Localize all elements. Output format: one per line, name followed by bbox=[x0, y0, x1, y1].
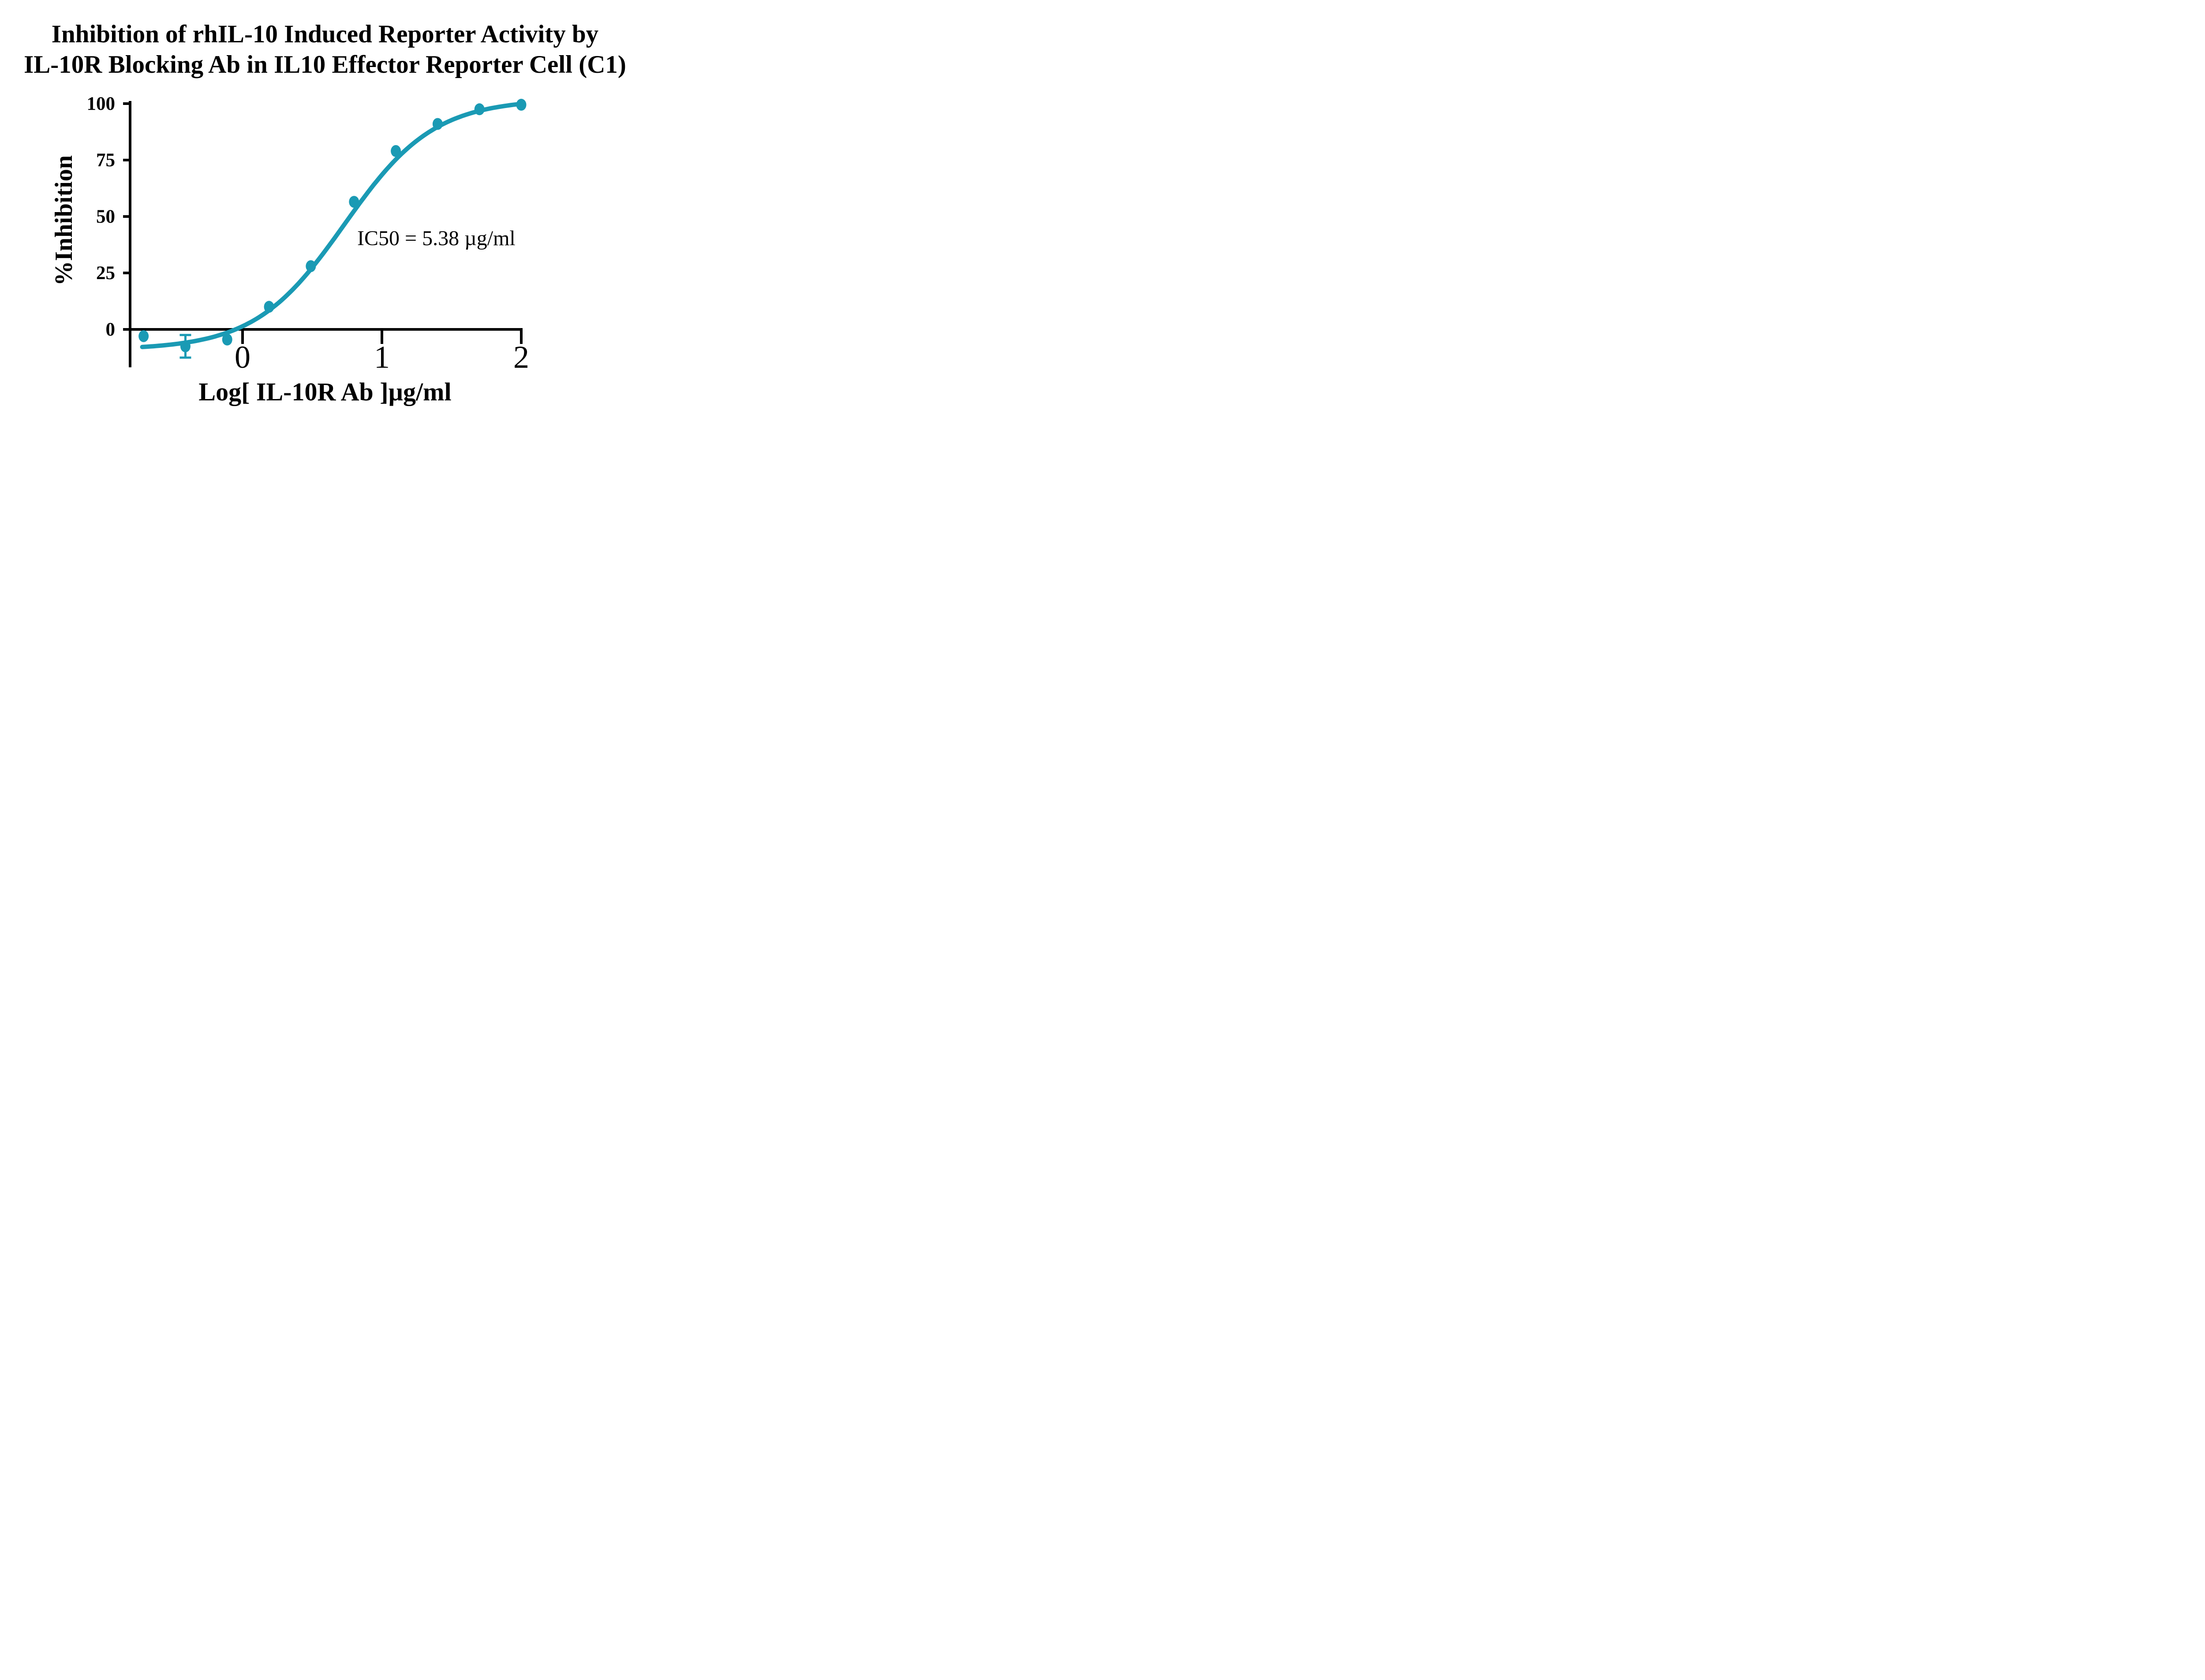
axes-layer: 0 25 50 75 100 0 1 2 bbox=[87, 93, 530, 375]
x-axis-title: Log[ IL-10R Ab ]µg/ml bbox=[198, 377, 451, 406]
fit-curve-path bbox=[140, 101, 523, 349]
dose-response-figure: Inhibition of rhIL-10 Induced Reporter A… bbox=[0, 0, 650, 420]
data-point-marker bbox=[180, 340, 191, 352]
data-point-marker bbox=[432, 118, 443, 130]
y-tick-label: 100 bbox=[87, 93, 116, 114]
y-tick-label: 75 bbox=[96, 150, 115, 171]
data-series-layer bbox=[138, 99, 527, 359]
y-tick-label: 25 bbox=[96, 263, 115, 284]
data-point-marker bbox=[264, 301, 274, 313]
chart-canvas: Inhibition of rhIL-10 Induced Reporter A… bbox=[24, 20, 626, 406]
chart-title-line1: Inhibition of rhIL-10 Induced Reporter A… bbox=[52, 20, 598, 48]
y-tick-label: 50 bbox=[96, 206, 115, 227]
data-point-marker bbox=[474, 103, 485, 116]
y-axis-title: %Inhibition bbox=[50, 155, 78, 286]
data-point-marker bbox=[391, 145, 401, 157]
data-point-marker bbox=[306, 260, 316, 273]
chart-title-line2: IL-10R Blocking Ab in IL10 Effector Repo… bbox=[24, 51, 626, 78]
x-tick-label: 0 bbox=[235, 340, 250, 375]
data-point-marker bbox=[516, 99, 527, 111]
x-tick-label: 1 bbox=[374, 340, 390, 375]
x-tick-label: 2 bbox=[513, 340, 529, 375]
y-tick-label: 0 bbox=[106, 319, 116, 340]
data-point-marker bbox=[138, 330, 149, 342]
data-point-marker bbox=[349, 196, 359, 208]
data-point-marker bbox=[222, 333, 232, 346]
ic50-annotation: IC50 = 5.38 µg/ml bbox=[357, 227, 516, 250]
